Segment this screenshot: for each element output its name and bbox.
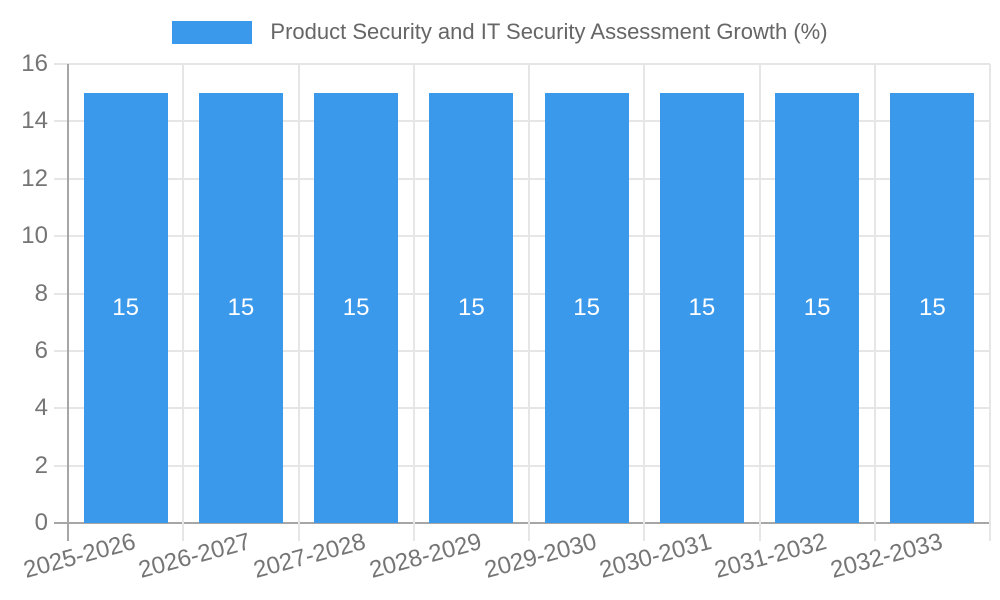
y-gridline (54, 235, 990, 238)
x-gridline (758, 64, 761, 541)
y-gridline (54, 349, 990, 352)
y-axis-tick-label: 12 (21, 164, 48, 192)
y-axis-tick-label: 10 (21, 222, 48, 250)
y-axis-tick-label: 14 (21, 107, 48, 135)
x-axis-tick-label: 2032-2033 (827, 528, 946, 584)
x-axis-tick-label: 2027-2028 (250, 528, 369, 584)
x-gridline (643, 64, 646, 541)
bar-value-label: 15 (342, 293, 370, 321)
x-gridline (989, 64, 991, 541)
legend-swatch (172, 20, 253, 44)
x-axis-tick-label: 2030-2031 (596, 528, 715, 584)
bar (314, 92, 399, 523)
bar-value-label: 15 (458, 293, 485, 321)
x-gridline (528, 64, 530, 541)
y-axis-tick-label: 6 (34, 336, 48, 364)
y-gridline (54, 292, 990, 295)
y-axis-tick-label: 4 (34, 394, 48, 422)
y-axis-line (67, 64, 69, 541)
bar-value-label: 15 (112, 293, 139, 321)
bar (659, 92, 744, 523)
x-axis-tick-label: 2028-2029 (366, 528, 485, 584)
bar-value-label: 15 (803, 293, 831, 321)
bar-value-label: 15 (573, 293, 600, 321)
y-axis-tick-label: 0 (34, 509, 48, 536)
x-gridline (412, 64, 415, 541)
legend-label: Product Security and IT Security Assessm… (270, 19, 828, 44)
bar-value-label: 15 (227, 293, 255, 321)
y-gridline (54, 177, 990, 180)
bar-value-label: 15 (688, 293, 716, 321)
y-axis-tick-label: 2 (34, 451, 48, 479)
y-gridline (54, 63, 990, 65)
y-gridline (54, 407, 990, 410)
bar (198, 92, 283, 523)
bar (890, 92, 975, 523)
y-gridline (54, 120, 990, 123)
x-gridline (873, 64, 876, 541)
y-gridline (54, 464, 990, 467)
x-axis-line (54, 522, 990, 524)
bar (544, 92, 629, 523)
bar (429, 92, 514, 523)
x-gridline (182, 64, 185, 541)
y-axis-tick-label: 8 (34, 279, 48, 307)
x-axis-tick-label: 2026-2027 (135, 528, 254, 584)
chart-legend[interactable]: Product Security and IT Security Assessm… (0, 19, 1000, 45)
y-axis-tick-label: 16 (21, 50, 48, 77)
x-axis-tick-label: 2025-2026 (20, 528, 139, 584)
bar-value-label: 15 (919, 293, 946, 321)
x-axis-tick-label: 2029-2030 (481, 528, 600, 584)
x-gridline (297, 64, 300, 541)
bar (83, 92, 168, 523)
x-axis-tick-label: 2031-2032 (711, 528, 830, 584)
bar (775, 92, 860, 523)
